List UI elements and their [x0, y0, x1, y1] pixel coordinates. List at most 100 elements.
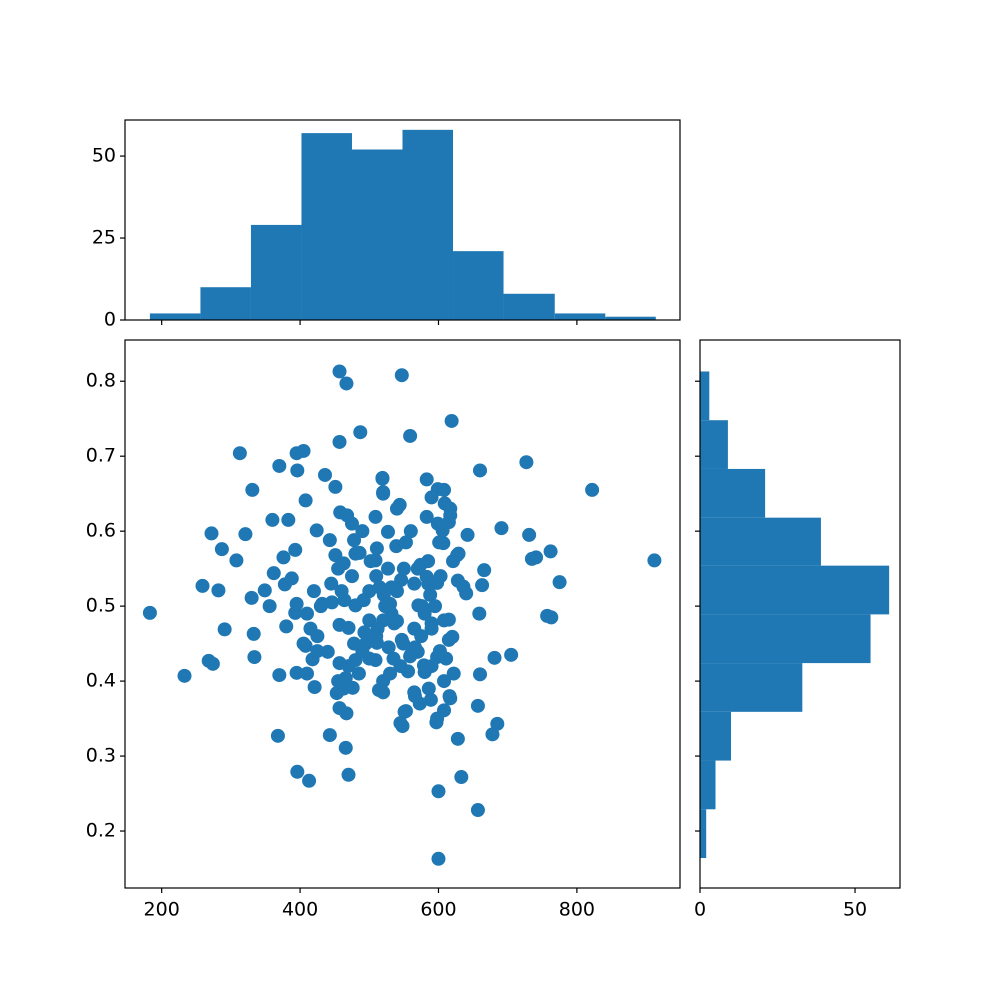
point — [328, 479, 343, 494]
bar — [351, 149, 403, 320]
point — [437, 674, 452, 689]
bar — [700, 565, 890, 615]
point — [519, 455, 534, 470]
point — [470, 698, 485, 713]
point — [424, 490, 439, 505]
point — [647, 553, 662, 568]
y-tick-label: 0.4 — [86, 670, 116, 692]
point — [430, 711, 445, 726]
point — [303, 621, 318, 636]
point — [437, 482, 452, 497]
point — [309, 523, 324, 538]
bar — [700, 663, 803, 712]
point — [398, 704, 413, 719]
point — [204, 526, 219, 541]
point — [490, 716, 505, 731]
point — [355, 524, 370, 539]
point — [313, 599, 328, 614]
point — [396, 561, 411, 576]
point — [296, 443, 311, 458]
point — [470, 803, 485, 818]
x-tick-label: 0 — [694, 899, 706, 921]
y-tick-label: 0 — [104, 309, 116, 331]
point — [407, 689, 422, 704]
point — [332, 364, 347, 379]
point — [445, 629, 460, 644]
y-tick-label: 0.5 — [86, 595, 116, 617]
point — [363, 554, 378, 569]
point — [232, 446, 247, 461]
point — [300, 666, 315, 681]
point — [473, 463, 488, 478]
point — [276, 550, 291, 565]
point — [460, 527, 475, 542]
point — [298, 493, 313, 508]
point — [214, 542, 229, 557]
point — [389, 501, 404, 516]
point — [339, 376, 354, 391]
point — [369, 569, 384, 584]
point — [450, 573, 465, 588]
point — [407, 576, 422, 591]
bar — [700, 760, 716, 810]
point — [288, 605, 303, 620]
point — [341, 620, 356, 635]
point — [432, 644, 447, 659]
point — [494, 521, 509, 536]
point — [443, 691, 458, 706]
point — [281, 512, 296, 527]
point — [522, 527, 537, 542]
bar — [503, 293, 555, 320]
point — [585, 482, 600, 497]
point — [341, 659, 356, 674]
x-tick-label: 50 — [843, 899, 867, 921]
axes-frame — [124, 339, 681, 889]
point — [383, 666, 398, 681]
point — [272, 458, 287, 473]
point — [544, 610, 559, 625]
bar — [250, 224, 302, 320]
point — [475, 578, 490, 593]
point — [403, 524, 418, 539]
point — [244, 590, 259, 605]
point — [351, 666, 366, 681]
point — [443, 508, 458, 523]
y-tick-label: 0.7 — [86, 445, 116, 467]
y-tick-label: 0.2 — [86, 820, 116, 842]
point — [245, 482, 260, 497]
point — [344, 569, 359, 584]
bar — [605, 316, 656, 320]
point — [433, 569, 448, 584]
point — [290, 463, 305, 478]
point — [423, 692, 438, 707]
x-tick-label: 400 — [282, 899, 318, 921]
point — [421, 681, 436, 696]
point — [320, 644, 335, 659]
point — [290, 764, 305, 779]
point — [306, 584, 321, 599]
point — [407, 640, 422, 655]
point — [238, 527, 253, 542]
point — [246, 626, 261, 641]
y-tick-label: 0.6 — [86, 520, 116, 542]
point — [332, 701, 347, 716]
point — [324, 576, 339, 591]
point — [331, 561, 346, 576]
point — [414, 629, 429, 644]
point — [284, 571, 299, 586]
point — [504, 647, 519, 662]
point — [317, 467, 332, 482]
point — [334, 584, 349, 599]
point — [347, 533, 362, 548]
point — [444, 413, 459, 428]
point — [529, 550, 544, 565]
point — [289, 665, 304, 680]
point — [372, 580, 387, 595]
point — [257, 583, 272, 598]
point — [430, 516, 445, 531]
point — [396, 636, 411, 651]
bar — [301, 133, 352, 320]
point — [344, 516, 359, 531]
point — [288, 542, 303, 557]
point — [322, 533, 337, 548]
